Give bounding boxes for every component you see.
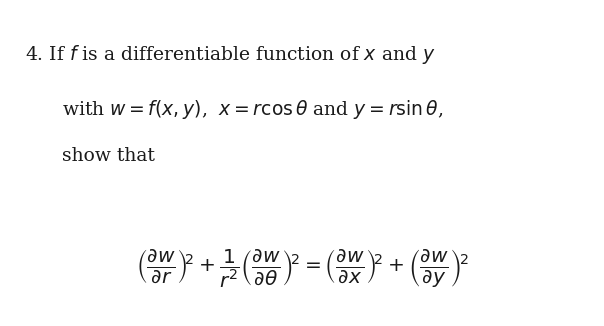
Text: 4. If $f$ is a differentiable function of $x$ and $y$: 4. If $f$ is a differentiable function o… xyxy=(25,43,436,67)
Text: with $w = f(x, y)$,  $x = r\cos\theta$ and $y = r\sin\theta$,: with $w = f(x, y)$, $x = r\cos\theta$ an… xyxy=(62,98,443,121)
Text: $\left(\dfrac{\partial w}{\partial r}\right)^{\!2} + \dfrac{1}{r^2}\left(\dfrac{: $\left(\dfrac{\partial w}{\partial r}\ri… xyxy=(136,247,468,289)
Text: show that: show that xyxy=(62,147,155,165)
